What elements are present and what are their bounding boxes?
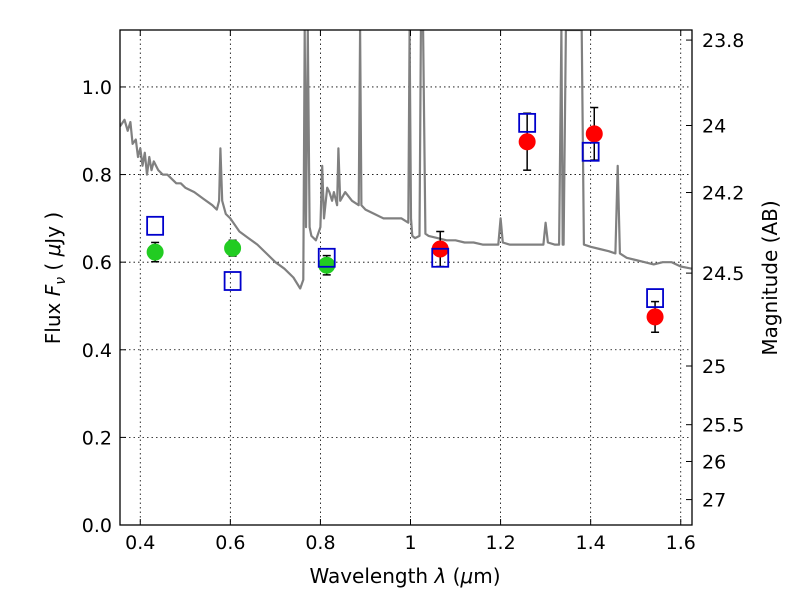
data-point [646, 308, 664, 326]
x-tick-label: 1 [404, 532, 416, 554]
y-tick-label: 0.2 [82, 427, 112, 449]
model-point [223, 271, 242, 291]
y2-tick-label: 26 [702, 451, 726, 473]
y2-tick-label: 25 [702, 356, 726, 378]
data-point [224, 239, 242, 257]
x-tick-label: 0.6 [215, 532, 245, 554]
data-point [585, 125, 603, 143]
x-tick-label: 0.8 [305, 532, 335, 554]
data-markers [146, 112, 664, 326]
x-tick-label: 1.6 [666, 532, 696, 554]
x-axis-title: Wavelength λ (μm) [309, 564, 500, 588]
y2-tick-label: 25.5 [702, 415, 744, 437]
data-point [518, 133, 536, 151]
data-point [318, 256, 336, 274]
y-tick-label: 0.8 [82, 165, 112, 187]
axis-ticks: 0.4 0.6 0.8 1 1.2 1.4 1.6 0.0 0.2 0.4 0.6 0.8 1.0 23.… [82, 30, 744, 554]
x-tick-label: 0.4 [125, 532, 155, 554]
model-spectrum [120, 30, 692, 290]
model-point [146, 215, 165, 236]
model-point [646, 288, 664, 308]
data-point [146, 243, 164, 261]
x-tick-label: 1.2 [485, 532, 515, 554]
y-tick-label: 0.6 [82, 252, 112, 274]
y-axis-title: Flux Fν ( μJy ) [41, 212, 69, 344]
y-tick-label: 0.4 [82, 340, 112, 362]
y2-tick-label: 24.5 [702, 263, 744, 285]
y2-tick-label: 27 [702, 490, 726, 512]
x-tick-label: 1.4 [576, 532, 606, 554]
grid-lines [120, 30, 692, 526]
model-point [518, 112, 537, 133]
y-tick-label: 0.0 [82, 515, 112, 537]
y2-axis-title: Magnitude (AB) [758, 200, 782, 355]
y2-tick-label: 24 [702, 115, 726, 137]
y-tick-label: 1.0 [82, 77, 112, 99]
model-point [581, 141, 600, 162]
spectrum-line [120, 30, 692, 290]
model-point [431, 247, 450, 268]
y2-tick-label: 23.8 [702, 30, 744, 52]
y2-tick-label: 24.2 [702, 183, 744, 205]
model-point [317, 247, 336, 268]
plot-frame [119, 29, 693, 526]
